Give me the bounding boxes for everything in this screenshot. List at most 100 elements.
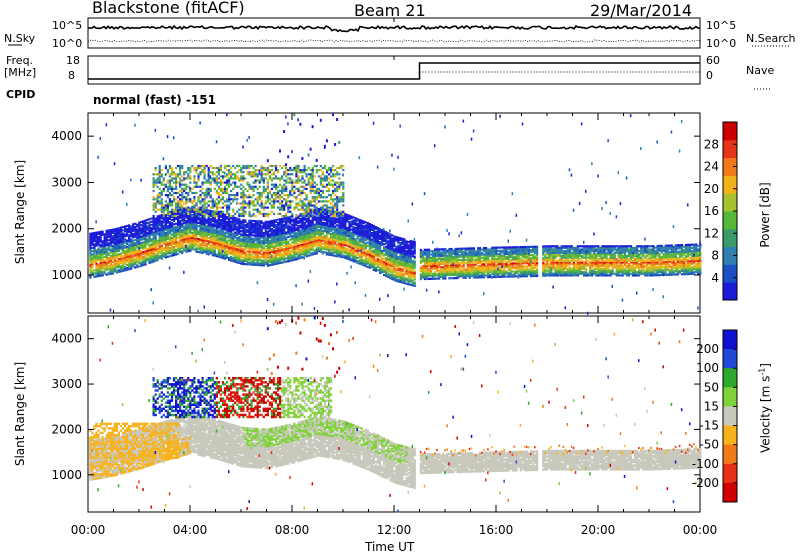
power-noise <box>93 251 95 255</box>
power-cell <box>170 169 174 172</box>
power-cell <box>175 214 178 218</box>
power-cell <box>336 219 339 222</box>
power-cell <box>268 259 271 262</box>
power-cell <box>315 164 318 168</box>
power-cell <box>121 247 125 250</box>
power-cell <box>362 236 365 239</box>
power-cell <box>230 222 233 225</box>
power-cell <box>130 251 133 254</box>
power-cell <box>379 270 382 273</box>
power-cell <box>205 189 208 193</box>
power-cell <box>93 238 96 241</box>
power-cell <box>242 189 245 193</box>
power-cell <box>228 244 231 247</box>
power-cell <box>277 223 280 226</box>
power-cell <box>211 210 214 213</box>
power-cell <box>132 263 135 266</box>
power-cell <box>199 225 202 228</box>
power-cell <box>268 202 271 205</box>
power-cell <box>315 224 318 227</box>
power-cell <box>160 169 163 172</box>
power-cell <box>197 247 200 250</box>
power-cell <box>226 208 229 211</box>
power-cell <box>236 232 239 235</box>
power-cell <box>172 241 176 244</box>
power-cell <box>226 254 229 258</box>
power-cell <box>338 236 341 239</box>
power-cell <box>301 256 304 259</box>
power-cell <box>342 204 345 207</box>
power-cell <box>297 233 300 236</box>
power-cell <box>234 234 237 237</box>
power-cell <box>313 243 316 246</box>
power-cell <box>328 219 331 222</box>
power-cell <box>370 238 373 241</box>
power-cell <box>244 253 247 256</box>
power-cell <box>328 237 331 240</box>
power-cell <box>358 262 361 265</box>
power-cell <box>342 235 345 238</box>
power-cell <box>252 189 255 193</box>
power-cell <box>303 216 306 219</box>
power-cell <box>366 226 369 230</box>
power-cell <box>160 194 163 197</box>
power-cell <box>256 223 259 226</box>
power-cell <box>372 229 375 232</box>
power-cell <box>126 247 129 250</box>
power-cell <box>244 254 247 258</box>
power-cell <box>272 248 276 251</box>
power-cell <box>325 215 329 219</box>
power-cell <box>230 217 233 220</box>
power-cell <box>252 202 255 205</box>
power-cell <box>252 204 255 207</box>
power-cell <box>287 204 290 207</box>
power-cell <box>101 254 104 257</box>
power-cell <box>117 261 120 264</box>
power-cell <box>325 237 329 240</box>
power-cell <box>134 250 137 253</box>
power-cell <box>146 243 149 246</box>
power-cell <box>221 216 225 219</box>
power-cell <box>256 202 259 205</box>
power-cell <box>368 242 371 245</box>
power-cell <box>268 236 271 239</box>
power-cell <box>203 218 206 221</box>
power-cell <box>287 196 290 199</box>
power-cell <box>158 196 161 199</box>
power-cell <box>328 189 331 193</box>
power-cell <box>334 220 337 223</box>
power-cell <box>119 226 123 229</box>
power-cell <box>309 249 312 252</box>
power-cell <box>115 229 118 232</box>
power-cell <box>360 245 363 248</box>
power-cell <box>111 252 114 256</box>
power-cell <box>374 260 378 263</box>
power-cell <box>279 194 282 197</box>
power-cell <box>242 248 245 251</box>
power-cell <box>250 261 253 264</box>
power-cell <box>236 164 239 168</box>
power-cell <box>228 223 231 226</box>
power-cell <box>254 247 257 250</box>
power-cell <box>328 224 331 227</box>
power-cell <box>175 243 178 246</box>
power-cell <box>117 236 120 239</box>
power-cell <box>370 228 373 231</box>
power-cell <box>213 228 216 231</box>
power-cell <box>264 169 267 172</box>
power-cell <box>252 173 255 176</box>
power-cell <box>95 273 98 276</box>
power-cell <box>285 241 288 244</box>
power-cell <box>340 244 343 247</box>
power-cell <box>234 244 237 247</box>
power-cell <box>99 260 102 263</box>
power-cell <box>166 247 169 250</box>
power-cell <box>266 237 269 240</box>
power-cell <box>119 257 123 260</box>
power-cell <box>242 240 245 243</box>
power-cell <box>113 252 116 255</box>
power-cell <box>299 240 302 243</box>
power-cell <box>121 260 125 263</box>
power-cell <box>115 248 118 251</box>
power-cell <box>248 164 251 168</box>
